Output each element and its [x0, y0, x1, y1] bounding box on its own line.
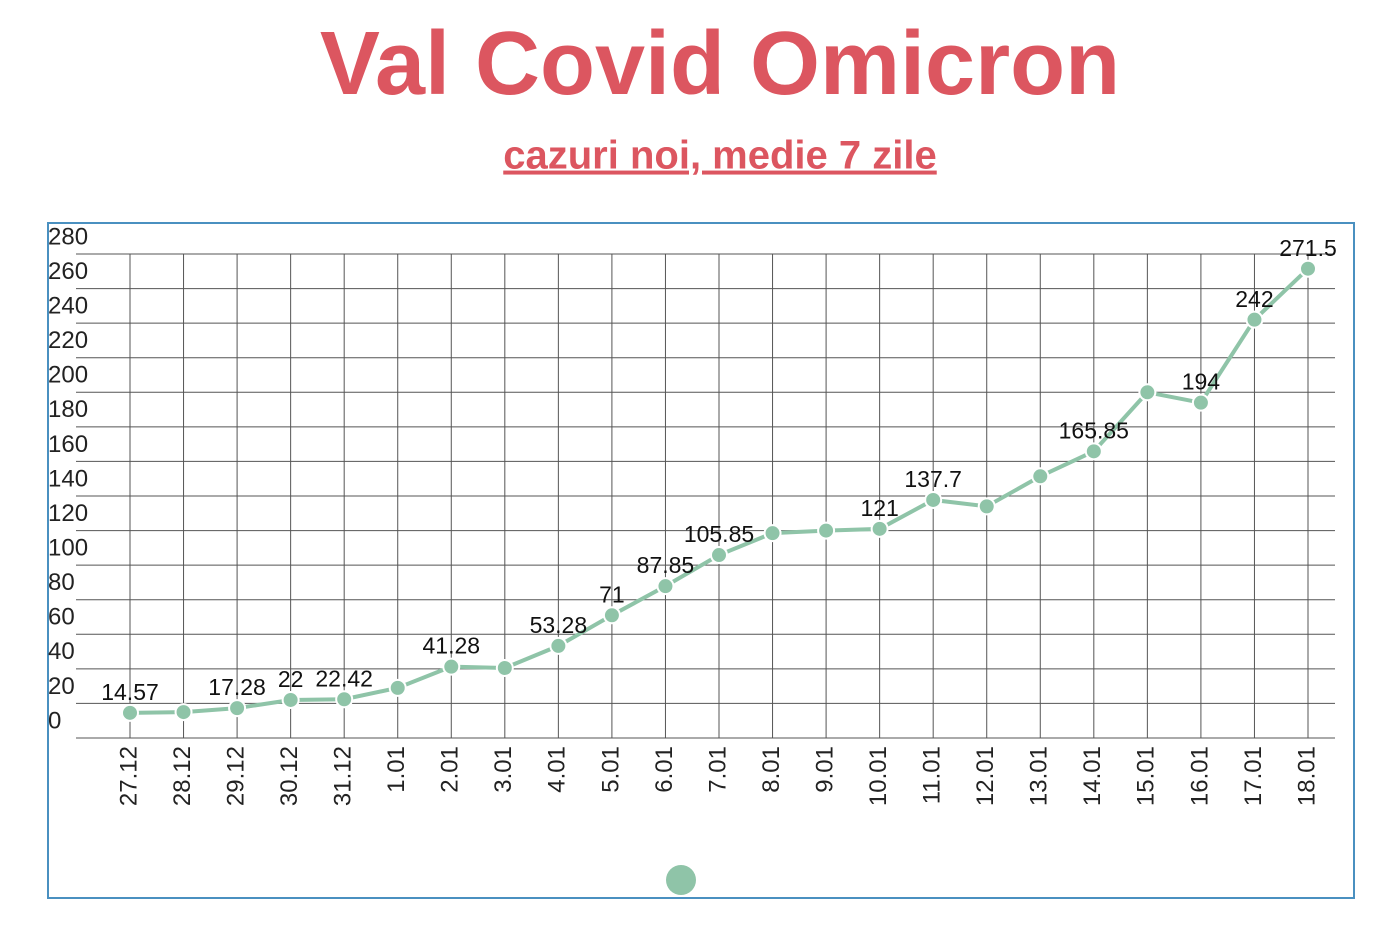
point: [174, 703, 193, 722]
x-tick-label: 31.12: [330, 746, 357, 806]
value-label: 105.85: [684, 521, 754, 547]
y-tick-label: 140: [48, 465, 88, 492]
x-tick-label: 12.01: [972, 746, 999, 806]
x-tick-label: 3.01: [490, 746, 517, 793]
x-tick-label: 15.01: [1133, 746, 1160, 806]
x-tick-label: 6.01: [651, 746, 678, 793]
point: [870, 519, 889, 538]
point: [977, 497, 996, 516]
x-tick-label: 1.01: [383, 746, 410, 793]
x-tick-label: 11.01: [919, 746, 946, 804]
point: [1084, 442, 1103, 461]
x-tick-label: 30.12: [276, 746, 303, 806]
y-tick-label: 40: [48, 638, 75, 665]
point: [495, 658, 514, 677]
x-tick-label: 5.01: [597, 746, 624, 793]
value-label: 271.5: [1279, 235, 1337, 261]
x-tick-label: 10.01: [865, 746, 892, 806]
y-tick-label: 20: [48, 673, 75, 700]
x-tick-label: 29.12: [222, 746, 249, 806]
point: [1299, 259, 1317, 278]
y-tick-label: 260: [48, 258, 88, 285]
value-label: 14.57: [101, 679, 159, 705]
chart-title: Val Covid Omicron: [320, 14, 1120, 114]
value-label: 137.7: [904, 466, 962, 492]
point: [549, 636, 568, 655]
chart-frame: [47, 222, 1355, 899]
point: [388, 678, 407, 697]
value-label: 71: [599, 581, 625, 607]
y-tick-label: 220: [48, 327, 88, 354]
x-tick-label: 13.01: [1026, 746, 1053, 806]
x-tick-label: 8.01: [758, 746, 785, 793]
x-tick-label: 4.01: [544, 746, 571, 793]
point: [924, 490, 943, 509]
point: [281, 690, 300, 709]
point: [335, 690, 354, 709]
y-tick-label: 60: [48, 604, 75, 631]
x-tick-label: 2.01: [437, 746, 464, 793]
x-tick-label: 7.01: [704, 746, 731, 793]
y-tick-label: 240: [48, 292, 88, 319]
x-tick-label: 16.01: [1186, 746, 1213, 806]
scroll-dot: [666, 865, 696, 895]
point: [710, 546, 728, 565]
x-tick-label: 9.01: [811, 746, 838, 793]
value-label: 22.42: [315, 665, 373, 691]
value-label: 194: [1182, 369, 1221, 395]
point: [656, 577, 675, 596]
x-tick-label: 18.01: [1293, 746, 1320, 806]
point: [763, 524, 782, 543]
y-tick-label: 160: [48, 431, 88, 458]
x-tick-label: 27.12: [115, 746, 142, 806]
x-tick-label: 28.12: [169, 746, 196, 806]
y-tick-label: 180: [48, 396, 88, 423]
chart-subtitle: cazuri noi, medie 7 zile: [503, 134, 936, 178]
point: [602, 606, 621, 625]
value-label: 22: [278, 666, 304, 692]
point: [228, 699, 247, 718]
point: [817, 521, 836, 540]
point: [442, 657, 461, 676]
y-tick-label: 120: [48, 500, 88, 527]
y-tick-label: 280: [48, 223, 88, 250]
value-label: 41.28: [422, 633, 480, 659]
y-tick-label: 100: [48, 534, 88, 561]
value-label: 53.28: [530, 612, 588, 638]
value-label: 165.85: [1059, 417, 1129, 443]
value-label: 87.85: [637, 552, 695, 578]
x-tick-label: 17.01: [1240, 746, 1267, 806]
point: [1191, 393, 1210, 412]
x-tick-label: 14.01: [1079, 746, 1106, 806]
value-label: 242: [1235, 286, 1273, 312]
value-label: 121: [860, 495, 898, 521]
y-tick-label: 200: [48, 362, 88, 389]
point: [121, 703, 139, 722]
value-label: 17.28: [208, 674, 266, 700]
y-tick-label: 0: [48, 707, 61, 734]
point: [1031, 467, 1050, 486]
y-tick-label: 80: [48, 569, 75, 596]
point: [1138, 383, 1157, 402]
point: [1245, 310, 1264, 329]
